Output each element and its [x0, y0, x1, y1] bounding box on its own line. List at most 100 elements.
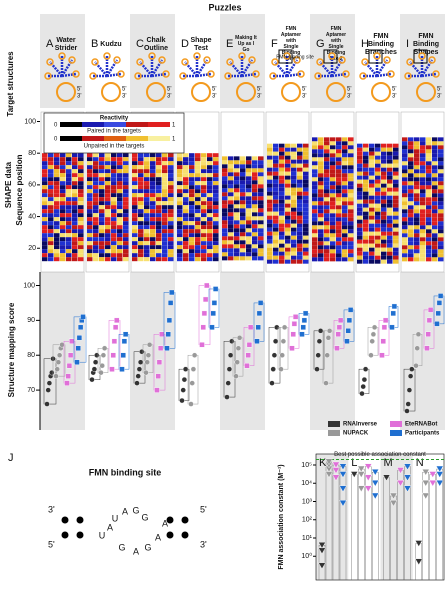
- end-label: 5': [257, 87, 261, 93]
- shape-cell: [195, 157, 201, 162]
- helix: [61, 72, 77, 78]
- shape-cell: [72, 177, 78, 182]
- shape-cell: [363, 251, 369, 256]
- shape-cell: [381, 199, 387, 204]
- shape-cell: [393, 143, 399, 148]
- helix: [286, 72, 302, 78]
- shape-cell: [99, 185, 105, 190]
- shape-cell: [426, 257, 432, 262]
- shape-cell: [267, 259, 273, 264]
- shape-cell: [267, 219, 273, 224]
- shape-cell: [258, 248, 264, 253]
- shape-cell: [279, 251, 285, 256]
- shape-cell: [342, 177, 348, 182]
- shape-cell: [183, 185, 189, 190]
- shape-cell: [144, 229, 150, 234]
- shape-cell: [330, 205, 336, 210]
- shape-cell: [48, 205, 54, 210]
- point: [209, 324, 215, 331]
- shape-cell: [402, 241, 408, 246]
- shape-cell: [375, 223, 381, 228]
- shape-cell: [324, 157, 330, 162]
- y-tick-label: 10⁰: [301, 552, 312, 560]
- shape-cell: [54, 225, 60, 230]
- shape-cell: [150, 177, 156, 182]
- shape-cell: [342, 209, 348, 214]
- shape-cell: [252, 228, 258, 233]
- shape-cell: [213, 225, 219, 230]
- shape-cell: [432, 237, 438, 242]
- point: [112, 324, 119, 331]
- shape-cell: [324, 245, 330, 250]
- shape-cell: [375, 231, 381, 236]
- shape-cell: [342, 165, 348, 170]
- shape-cell: [42, 205, 48, 210]
- shape-cell: [432, 221, 438, 226]
- shape-cell: [168, 225, 174, 230]
- point: [211, 300, 218, 306]
- point: [318, 562, 326, 570]
- shape-cell: [228, 232, 234, 237]
- shape-cell: [207, 233, 213, 238]
- shape-cell: [162, 237, 168, 242]
- shape-cell: [60, 185, 66, 190]
- shape-cell: [246, 240, 252, 245]
- shape-cell: [291, 159, 297, 164]
- shape-cell: [285, 171, 291, 176]
- shape-cell: [369, 195, 375, 200]
- shape-cell: [258, 244, 264, 249]
- shape-cell: [357, 223, 363, 228]
- shape-cell: [279, 207, 285, 212]
- shape-cell: [228, 172, 234, 177]
- shape-cell: [78, 241, 84, 246]
- helix: [196, 72, 212, 78]
- shape-cell: [168, 181, 174, 186]
- loop: [146, 82, 166, 102]
- point: [290, 331, 296, 338]
- loop: [342, 70, 350, 78]
- point: [357, 465, 366, 473]
- shape-cell: [105, 237, 111, 242]
- base: A: [107, 522, 113, 532]
- shape-cell: [72, 165, 78, 170]
- shape-cell: [324, 193, 330, 198]
- shape-cell: [156, 213, 162, 218]
- shape-cell: [162, 253, 168, 258]
- shape-cell: [279, 231, 285, 236]
- shape-cell: [66, 257, 72, 262]
- shape-cell: [138, 185, 144, 190]
- shape-cell: [168, 221, 174, 226]
- shape-cell: [252, 196, 258, 201]
- legend-swatch: [104, 122, 126, 127]
- shape-cell: [402, 217, 408, 222]
- shape-cell: [222, 212, 228, 217]
- shape-cell: [285, 243, 291, 248]
- shape-cell: [381, 247, 387, 252]
- shape-cell: [414, 225, 420, 230]
- shape-cell: [117, 161, 123, 166]
- name-line: Kudzu: [100, 41, 121, 48]
- point: [404, 408, 410, 414]
- shape-cell: [93, 233, 99, 238]
- shape-cell: [213, 201, 219, 206]
- shape-cell: [138, 217, 144, 222]
- point: [233, 373, 239, 379]
- shape-cell: [330, 189, 336, 194]
- end-label: 3': [200, 539, 207, 549]
- shape-cell: [123, 201, 129, 206]
- point: [415, 331, 422, 338]
- shape-cell: [222, 216, 228, 221]
- shape-cell: [228, 208, 234, 213]
- shape-cell: [303, 215, 309, 220]
- shape-cell: [291, 259, 297, 264]
- shape-cell: [342, 185, 348, 190]
- legend-swatch: [104, 136, 126, 141]
- shape-cell: [189, 233, 195, 238]
- shape-cell: [123, 169, 129, 174]
- pair-dot: [61, 516, 69, 524]
- name-line: Binding: [413, 41, 439, 48]
- shape-cell: [420, 185, 426, 190]
- shape-cell: [78, 165, 84, 170]
- shape-cell: [213, 257, 219, 262]
- shape-cell: [189, 241, 195, 246]
